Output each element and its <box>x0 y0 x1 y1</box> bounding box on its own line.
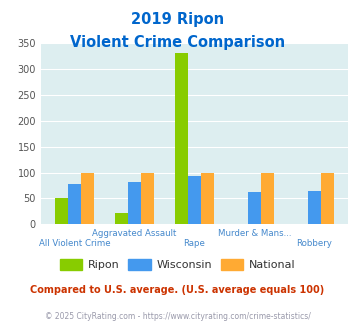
Text: Rape: Rape <box>184 239 205 248</box>
Bar <box>321 173 334 224</box>
Bar <box>261 173 274 224</box>
Bar <box>201 173 214 224</box>
Text: Murder & Mans...: Murder & Mans... <box>218 229 291 238</box>
Text: © 2025 CityRating.com - https://www.cityrating.com/crime-statistics/: © 2025 CityRating.com - https://www.city… <box>45 312 310 321</box>
Text: Compared to U.S. average. (U.S. average equals 100): Compared to U.S. average. (U.S. average … <box>31 285 324 295</box>
Bar <box>248 192 261 224</box>
Bar <box>128 182 141 224</box>
Bar <box>81 173 94 224</box>
Bar <box>307 191 321 224</box>
Text: Robbery: Robbery <box>296 239 332 248</box>
Text: Aggravated Assault: Aggravated Assault <box>92 229 177 238</box>
Bar <box>55 198 68 224</box>
Text: 2019 Ripon: 2019 Ripon <box>131 12 224 26</box>
Bar <box>188 176 201 224</box>
Text: All Violent Crime: All Violent Crime <box>39 239 110 248</box>
Bar <box>68 184 81 224</box>
Bar <box>141 173 154 224</box>
Bar <box>175 53 188 224</box>
Bar <box>115 213 128 224</box>
Legend: Ripon, Wisconsin, National: Ripon, Wisconsin, National <box>55 255 300 275</box>
Text: Violent Crime Comparison: Violent Crime Comparison <box>70 35 285 50</box>
